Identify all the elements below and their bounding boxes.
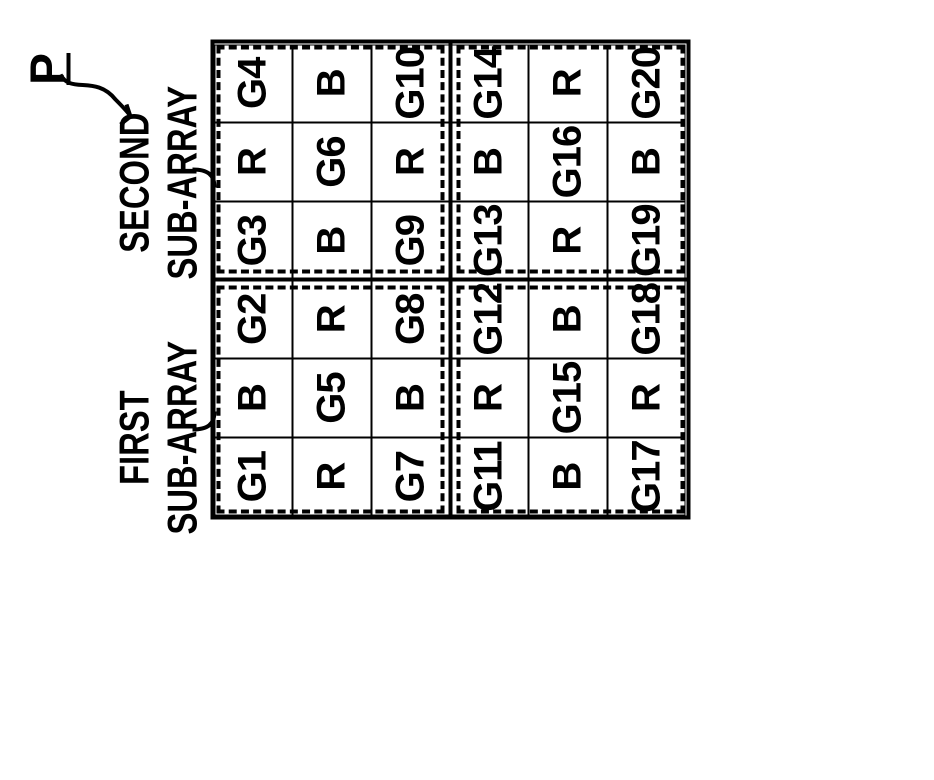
cell-5-3: G19 xyxy=(607,201,686,280)
cell-3-0: G11 xyxy=(450,437,529,516)
cell-4-1: G15 xyxy=(529,359,608,438)
cell-5-1: R xyxy=(607,359,686,438)
cell-3-5: G14 xyxy=(450,44,529,123)
first-subarray-label: FIRST SUB-ARRAY xyxy=(110,341,206,535)
cell-2-1: B xyxy=(371,359,450,438)
cell-3-1: R xyxy=(450,359,529,438)
cell-1-4: G6 xyxy=(293,123,372,202)
cell-5-5: G20 xyxy=(607,44,686,123)
figure-canvas: P FIRST SUB-ARRAY SECOND SUB-ARRAY G1BG2… xyxy=(0,0,934,625)
cell-4-2: B xyxy=(529,280,608,359)
cell-4-5: R xyxy=(529,44,608,123)
cell-1-1: G5 xyxy=(293,359,372,438)
cell-4-0: B xyxy=(529,437,608,516)
cell-5-2: G18 xyxy=(607,280,686,359)
cell-5-4: B xyxy=(607,123,686,202)
cell-4-3: R xyxy=(529,201,608,280)
cell-1-2: R xyxy=(293,280,372,359)
cell-1-5: B xyxy=(293,44,372,123)
cell-1-3: B xyxy=(293,201,372,280)
cell-0-5: G4 xyxy=(214,44,293,123)
cell-0-4: R xyxy=(214,123,293,202)
cell-3-3: G13 xyxy=(450,201,529,280)
cell-2-2: G8 xyxy=(371,280,450,359)
horizontal-divider xyxy=(448,40,452,520)
cell-0-1: B xyxy=(214,359,293,438)
cell-2-3: G9 xyxy=(371,201,450,280)
cell-2-4: R xyxy=(371,123,450,202)
cell-4-4: G16 xyxy=(529,123,608,202)
cell-0-2: G2 xyxy=(214,280,293,359)
cell-3-2: G12 xyxy=(450,280,529,359)
second-subarray-label: SECOND SUB-ARRAY xyxy=(110,86,206,280)
cell-2-0: G7 xyxy=(371,437,450,516)
cell-3-4: B xyxy=(450,123,529,202)
cell-5-0: G17 xyxy=(607,437,686,516)
cell-2-5: G10 xyxy=(371,44,450,123)
cell-0-3: G3 xyxy=(214,201,293,280)
cell-1-0: R xyxy=(293,437,372,516)
cell-0-0: G1 xyxy=(214,437,293,516)
